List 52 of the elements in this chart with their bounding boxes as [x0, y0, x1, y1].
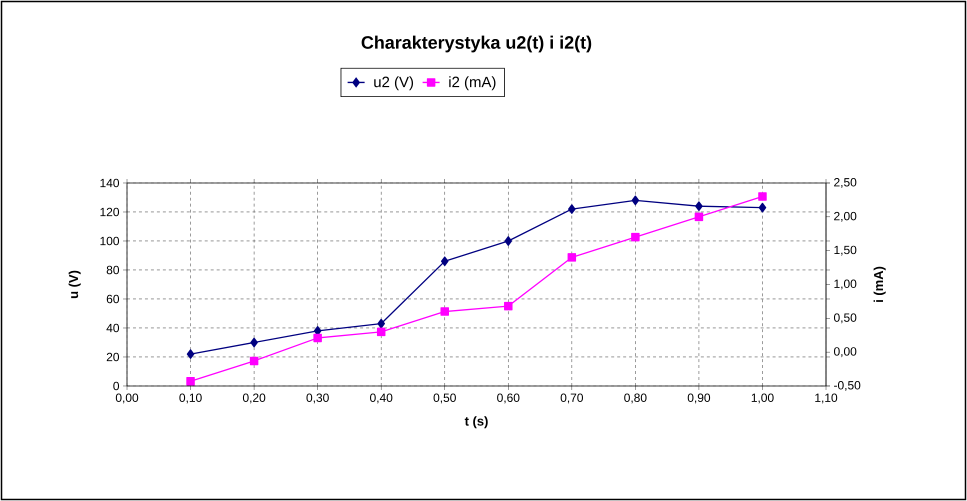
x-tick-label: 1,00 — [752, 394, 774, 404]
point — [695, 201, 703, 212]
y2-axis-title: i (mA) — [874, 266, 886, 302]
x-tick-label: 0,50 — [434, 394, 456, 404]
legend-label: u2 (V) — [374, 76, 414, 90]
y-tick-label: 20 — [106, 352, 120, 362]
point — [758, 202, 766, 212]
y2-tick-label: 2,00 — [834, 212, 856, 222]
point — [632, 196, 640, 206]
point — [568, 253, 576, 262]
point — [377, 318, 385, 328]
x-tick-label: 1,10 — [815, 394, 838, 404]
point — [313, 334, 322, 342]
x-tick-label: 0,90 — [688, 394, 710, 404]
y2-tick-label: 0,50 — [834, 313, 856, 324]
y-tick-label: 0 — [113, 382, 120, 390]
x-tick-label: 0,70 — [560, 394, 583, 404]
y-tick-label: 100 — [100, 236, 120, 246]
point — [440, 307, 449, 316]
y2-tick-label: -0,50 — [834, 381, 860, 391]
y-tick-label: 80 — [106, 266, 120, 274]
point — [186, 349, 194, 359]
x-tick-label: 0,00 — [116, 394, 138, 404]
x-tick-label: 0,10 — [179, 394, 202, 404]
y-tick-label: 60 — [106, 294, 120, 304]
y2-tick-label: 1,50 — [834, 246, 856, 256]
x-axis-title: t (s) — [464, 416, 488, 428]
y2-tick-label: 1,00 — [834, 280, 856, 290]
point — [250, 338, 258, 348]
legend-label: i2 (mA) — [449, 76, 496, 90]
point — [504, 302, 513, 310]
point — [504, 236, 512, 246]
x-tick-label: 0,80 — [624, 394, 647, 404]
y2-tick-label: 2,50 — [834, 178, 856, 188]
y2-tick-label: 0,00 — [834, 347, 856, 358]
chart-title: Charakterystyka u2(t) i i2(t) — [362, 36, 592, 52]
y-tick-label: 140 — [100, 178, 120, 188]
x-tick-label: 0,20 — [242, 394, 266, 404]
point — [440, 256, 449, 266]
x-tick-label: 0,40 — [370, 394, 392, 404]
y-tick-label: 40 — [106, 324, 120, 332]
point — [376, 328, 386, 336]
point — [694, 212, 704, 222]
x-tick-label: 0,60 — [497, 394, 520, 404]
y-axis-title: u (V) — [68, 270, 81, 298]
point — [568, 204, 576, 214]
point — [631, 232, 640, 242]
point — [758, 192, 767, 201]
x-tick-label: 0,30 — [306, 394, 329, 404]
y-tick-label: 120 — [100, 208, 120, 216]
point — [186, 377, 195, 386]
point — [250, 356, 258, 366]
